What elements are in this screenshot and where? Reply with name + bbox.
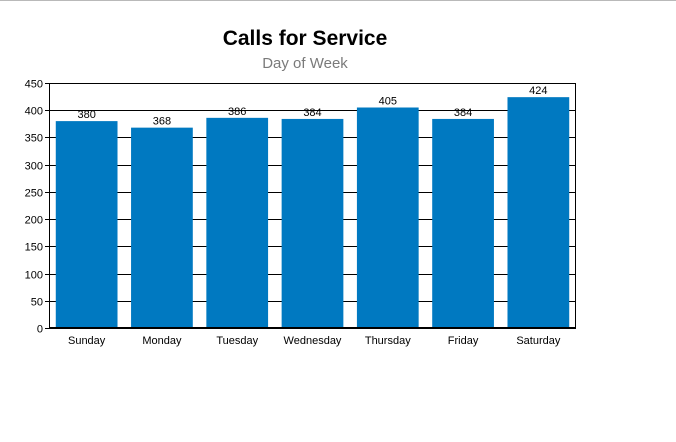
x-tick-label-saturday: Saturday bbox=[516, 335, 561, 347]
axes: 0 50 100 150 200 250 300 350 400 450 Sunday Monday T… bbox=[25, 79, 576, 347]
data-label-sunday: 380 bbox=[77, 109, 95, 121]
x-tick-label-tuesday: Tuesday bbox=[216, 335, 258, 347]
data-label-wednesday: 384 bbox=[303, 107, 321, 119]
top-border bbox=[0, 0, 676, 1]
y-tick-label: 150 bbox=[25, 242, 43, 254]
y-tick-label: 450 bbox=[25, 79, 43, 91]
bar-friday bbox=[432, 118, 494, 328]
x-tick-label-friday: Friday bbox=[448, 335, 479, 347]
data-label-monday: 368 bbox=[153, 116, 171, 128]
bar-saturday bbox=[507, 97, 570, 329]
data-label-thursday: 405 bbox=[379, 96, 397, 108]
y-tick-label: 250 bbox=[25, 188, 43, 200]
y-tick-label: 50 bbox=[31, 297, 43, 309]
y-tick-label: 350 bbox=[25, 133, 43, 145]
y-tick-label: 400 bbox=[25, 106, 43, 118]
bar-tuesday bbox=[206, 117, 269, 328]
bar-sunday bbox=[55, 121, 118, 328]
y-tick-label: 300 bbox=[25, 161, 43, 173]
chart-title: Calls for Service bbox=[222, 27, 388, 50]
y-tick-label: 200 bbox=[25, 215, 43, 227]
bars bbox=[55, 97, 570, 329]
bar-wednesday bbox=[281, 118, 344, 328]
chart-subtitle: Day of Week bbox=[262, 55, 348, 72]
y-tick-label: 100 bbox=[25, 270, 43, 282]
bar-thursday bbox=[356, 107, 419, 328]
plot-frame bbox=[49, 83, 576, 328]
data-label-tuesday: 386 bbox=[228, 106, 246, 118]
data-label-saturday: 424 bbox=[529, 85, 547, 97]
x-tick-label-sunday: Sunday bbox=[68, 335, 106, 347]
x-tick-label-thursday: Thursday bbox=[365, 335, 411, 347]
x-tick-label-wednesday: Wednesday bbox=[284, 335, 342, 347]
x-tick-label-monday: Monday bbox=[142, 335, 182, 347]
data-labels: 380 368 386 384 405 384 424 bbox=[77, 85, 547, 127]
data-label-friday: 384 bbox=[454, 107, 472, 119]
bar-monday bbox=[131, 127, 193, 329]
y-tick-label: 0 bbox=[37, 324, 43, 336]
